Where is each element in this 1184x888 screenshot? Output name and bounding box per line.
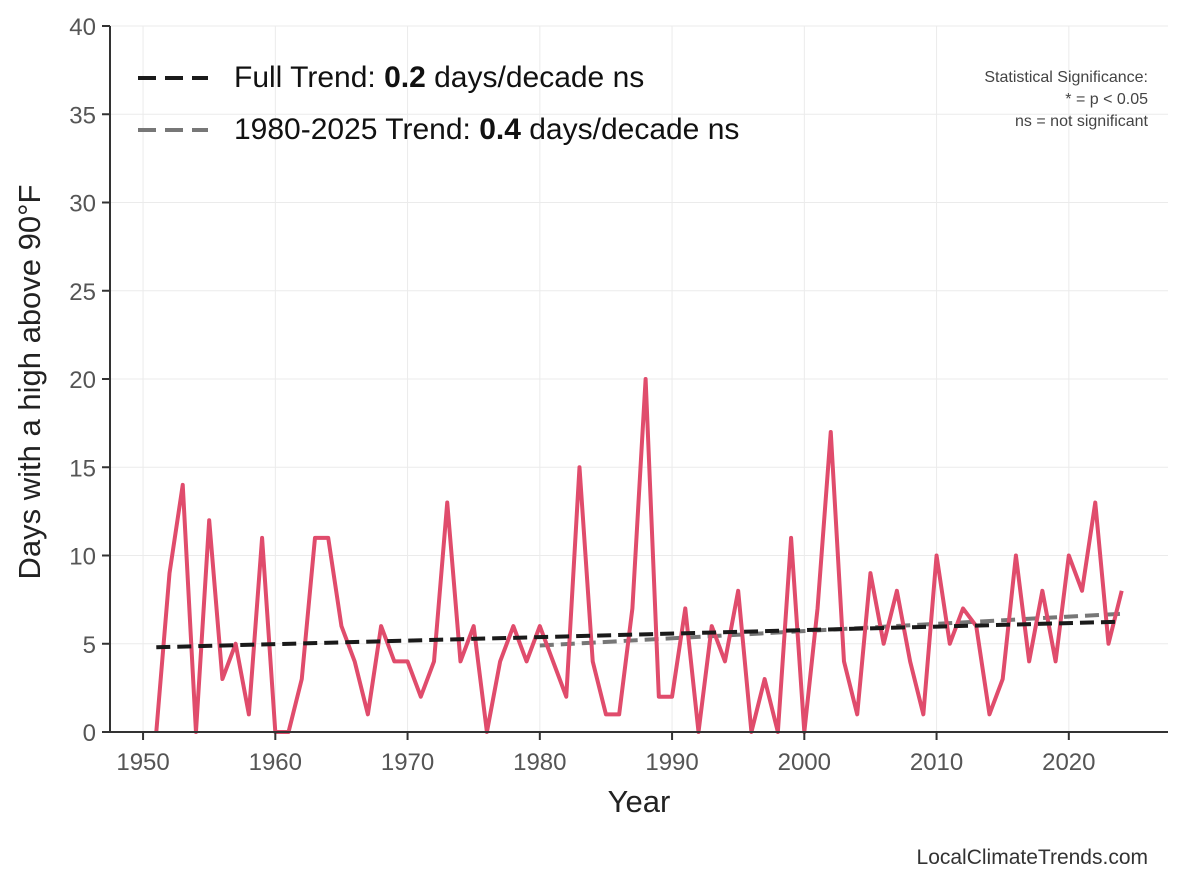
x-tick-label: 2010 [910, 749, 963, 776]
y-tick-label: 35 [69, 102, 96, 129]
legend-item-full-trend: Full Trend: 0.2 days/decade ns [138, 52, 739, 104]
significance-ns: ns = not significant [1015, 113, 1148, 130]
y-axis-label: Days with a high above 90°F [12, 184, 47, 580]
legend-label-full-trend: Full Trend: [234, 61, 385, 94]
x-tick-label: 1990 [645, 749, 698, 776]
y-tick-label: 5 [83, 632, 96, 659]
legend-suffix-recent-trend: days/decade ns [520, 113, 740, 146]
legend-swatch-recent-trend [138, 128, 208, 132]
data-series [154, 377, 1124, 734]
y-tick-label: 25 [69, 279, 96, 306]
x-axis-label: Year [607, 784, 671, 819]
y-tick-label: 40 [69, 14, 96, 41]
series-line [154, 377, 1124, 734]
significance-note: Statistical Significance: * = p < 0.05 n… [984, 67, 1148, 133]
legend-item-recent-trend: 1980-2025 Trend: 0.4 days/decade ns [138, 104, 739, 156]
tick-labels: 0 5 10 15 20 25 30 35 40 1950 1960 1970 1980 1990 2000… [69, 14, 1095, 776]
source-credit: LocalClimateTrends.com [916, 846, 1148, 869]
x-tick-label: 1950 [116, 749, 169, 776]
y-tick-label: 30 [69, 191, 96, 218]
x-tick-label: 1970 [381, 749, 434, 776]
x-tick-label: 2000 [778, 749, 831, 776]
full-trend-line [156, 619, 1122, 650]
legend-swatch-full-trend [138, 76, 208, 80]
significance-title: Statistical Significance: [984, 69, 1148, 86]
axes [102, 25, 1168, 740]
legend-value-full-trend: 0.2 [384, 61, 426, 94]
legend-label-recent-trend: 1980-2025 Trend: [234, 113, 480, 146]
y-tick-label: 10 [69, 544, 96, 571]
x-tick-label: 1960 [249, 749, 302, 776]
legend: Full Trend: 0.2 days/decade ns 1980-2025… [138, 52, 739, 156]
y-tick-label: 15 [69, 455, 96, 482]
legend-suffix-full-trend: days/decade ns [425, 61, 645, 94]
grid [110, 25, 1168, 733]
x-tick-label: 2020 [1042, 749, 1095, 776]
y-tick-label: 0 [83, 720, 96, 747]
x-tick-label: 1980 [513, 749, 566, 776]
legend-value-recent-trend: 0.4 [479, 113, 521, 146]
y-tick-label: 20 [69, 367, 96, 394]
significance-p-value: * = p < 0.05 [1065, 91, 1148, 108]
